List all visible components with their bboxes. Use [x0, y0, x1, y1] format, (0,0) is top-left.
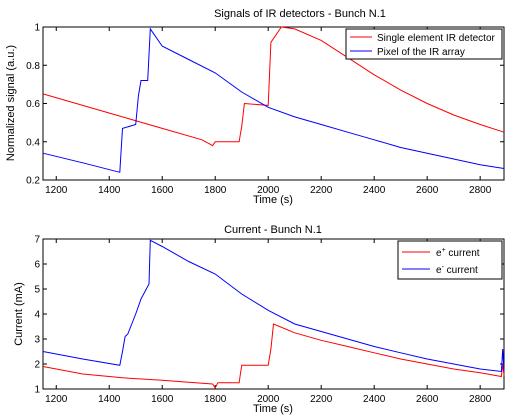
legend: Single element IR detector Pixel of the …: [345, 28, 503, 60]
x-tick-label: 1800: [204, 185, 227, 196]
legend-label-superscript: +: [442, 247, 446, 254]
chart-title: Current - Bunch N.1: [224, 224, 322, 236]
series-line-0: [42, 26, 505, 147]
x-axis-label: Time (s): [253, 403, 293, 415]
x-tick-label: 1200: [45, 185, 68, 196]
x-tick-label: 2800: [469, 185, 492, 196]
x-tick-label: 2400: [363, 394, 386, 405]
x-tick-label: 2000: [257, 394, 280, 405]
x-tick-label: 2000: [257, 185, 280, 196]
data-series: [42, 26, 505, 173]
legend-label-superscript: -: [442, 264, 445, 271]
x-tick-label: 2200: [310, 394, 333, 405]
y-tick-label: 3: [34, 335, 40, 346]
chart-title: Signals of IR detectors - Bunch N.1: [214, 8, 386, 20]
legend-label-rest: current: [444, 265, 478, 276]
axis-ticks: 1200 1400 1600 1800 2000 2200 2400 2600 2800 0.2 0…: [26, 23, 504, 196]
series-line-1: [42, 239, 505, 373]
x-tick-label: 2600: [416, 394, 439, 405]
y-tick-label: 5: [34, 285, 40, 296]
legend-label-ir-array-pixel: Pixel of the IR array: [377, 47, 465, 58]
y-tick-label: 1: [34, 23, 40, 34]
ir-signals-chart: Signals of IR detectors - Bunch N.1 1200…: [5, 8, 505, 206]
x-tick-label: 1200: [45, 394, 68, 405]
y-tick-label: 0.8: [26, 61, 40, 72]
series-line-0: [42, 323, 505, 389]
x-tick-label: 2600: [416, 185, 439, 196]
legend-box: [397, 240, 503, 280]
y-axis-label: Normalized signal (a.u.): [5, 45, 17, 161]
series-line-1: [42, 27, 505, 173]
legend-label-base: e: [436, 265, 442, 276]
x-tick-label: 2800: [469, 394, 492, 405]
x-axis-label: Time (s): [253, 194, 293, 206]
x-tick-label: 1600: [151, 394, 174, 405]
x-tick-label: 1400: [98, 185, 121, 196]
x-tick-label: 2400: [363, 185, 386, 196]
y-axis-label: Current (mA): [13, 282, 25, 346]
x-tick-label: 2200: [310, 185, 333, 196]
legend-label-positron-current: e+ current: [436, 247, 480, 259]
x-tick-label: 1400: [98, 394, 121, 405]
y-tick-label: 2: [34, 360, 40, 371]
legend-label-base: e: [436, 248, 442, 259]
y-tick-label: 7: [34, 235, 40, 246]
data-series: [42, 239, 505, 389]
x-tick-label: 1600: [151, 185, 174, 196]
legend-box: [345, 28, 503, 60]
y-tick-label: 0.2: [26, 176, 40, 187]
y-tick-label: 0.6: [26, 99, 40, 110]
x-tick-label: 1800: [204, 394, 227, 405]
legend-label-rest: current: [446, 248, 480, 259]
legend-label-electron-current: e- current: [436, 264, 478, 276]
y-tick-label: 6: [34, 260, 40, 271]
current-chart: Current - Bunch N.1 1200 1400 1600 1800 2000…: [13, 224, 505, 415]
y-tick-label: 0.4: [26, 137, 40, 148]
legend-label-single-element: Single element IR detector: [377, 33, 496, 44]
y-tick-label: 4: [34, 310, 40, 321]
y-tick-label: 1: [34, 385, 40, 396]
legend: e+ current e- current: [397, 240, 503, 280]
